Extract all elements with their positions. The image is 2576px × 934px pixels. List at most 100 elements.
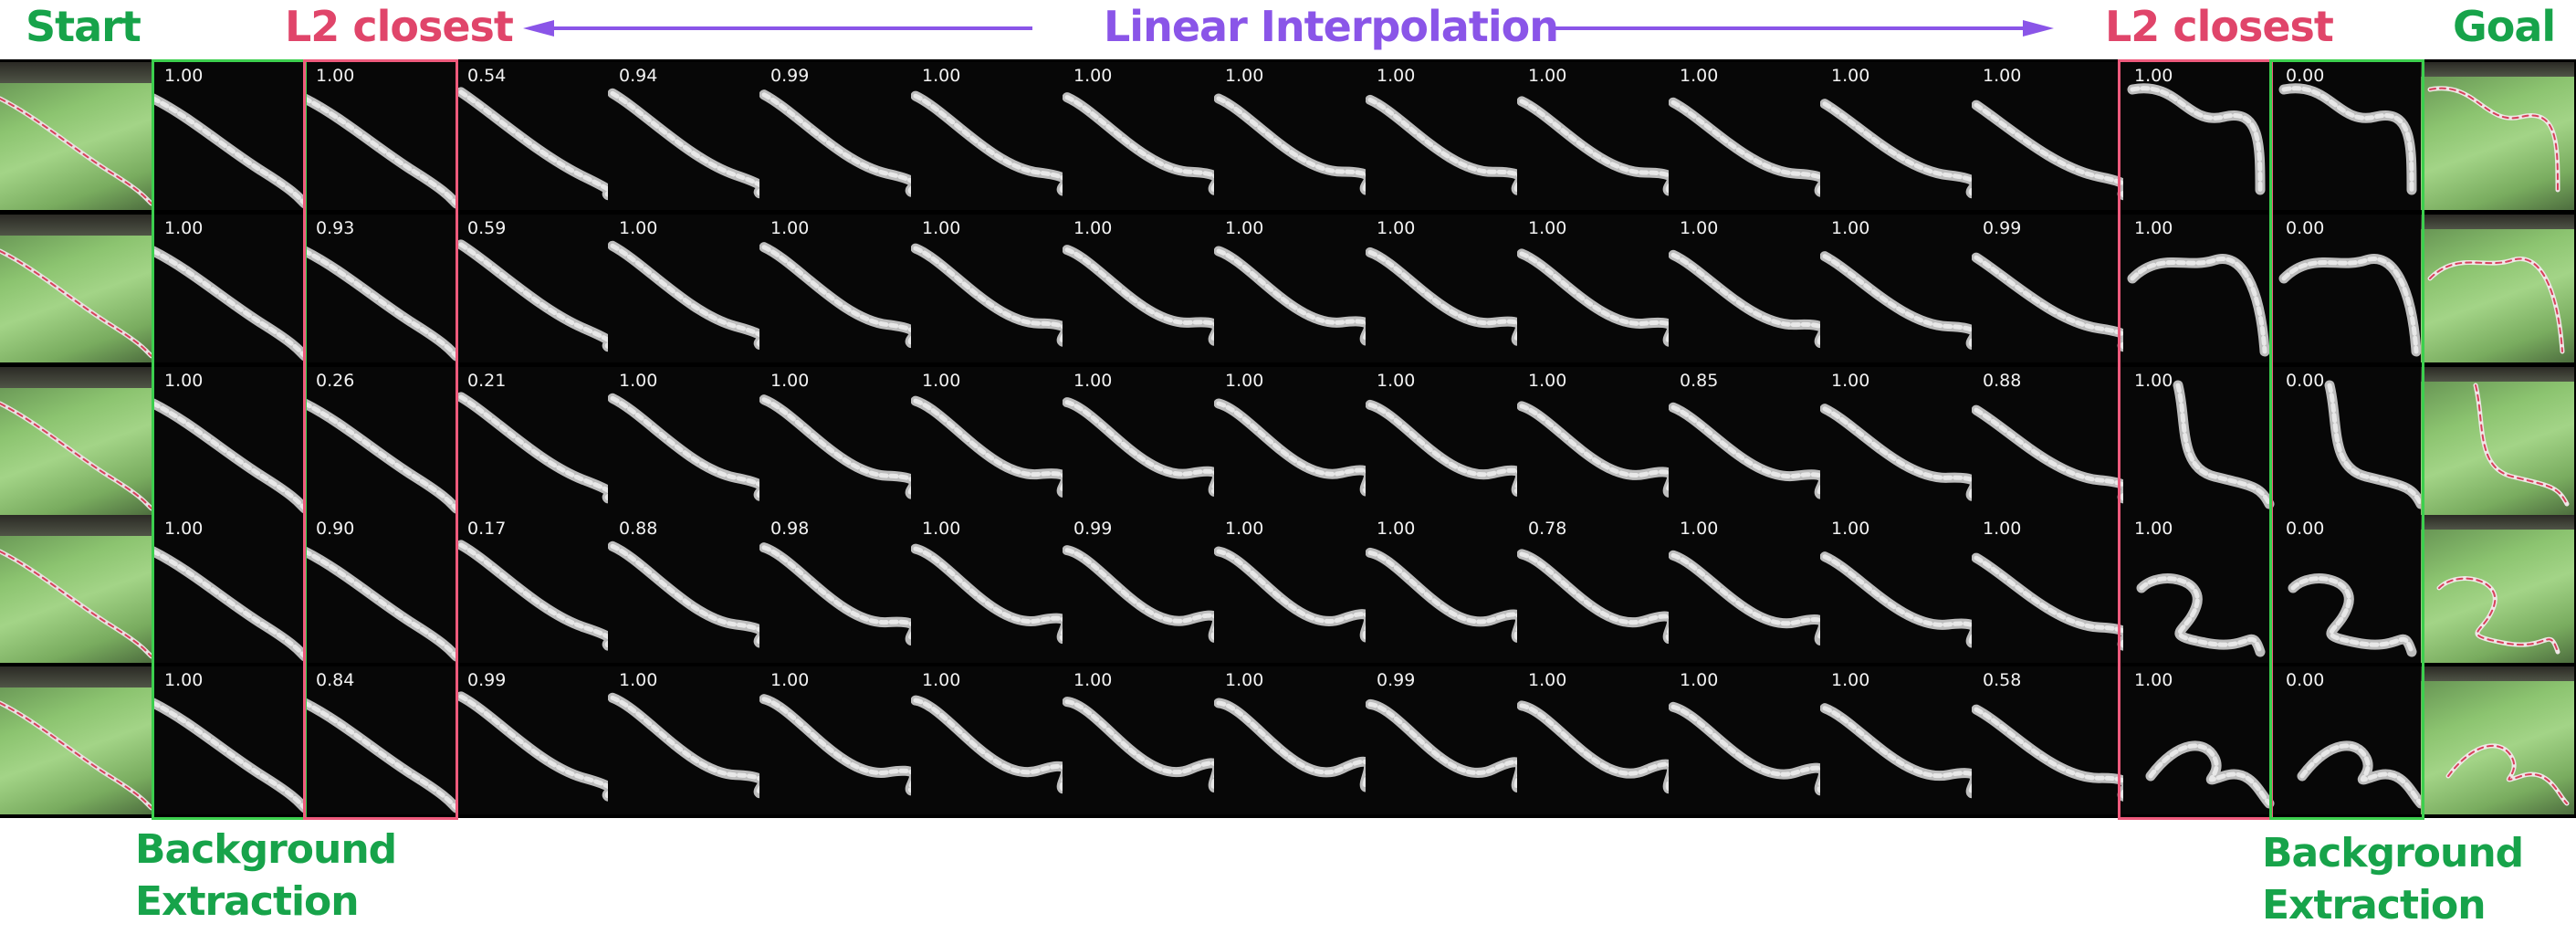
interpolation-cell: 1.00: [1517, 215, 1669, 362]
interpolation-cell: 1.00: [1063, 215, 1214, 362]
score-label: 1.00: [1831, 218, 1870, 238]
score-label: 1.00: [2134, 218, 2173, 238]
rope-shape: [0, 549, 153, 659]
score-label: 1.00: [1680, 66, 1719, 86]
rope-shape: [2278, 83, 2417, 195]
interpolation-cell: 1.00: [759, 367, 911, 515]
score-label: 0.90: [316, 519, 355, 539]
interpolation-cell: 0.99: [456, 666, 608, 814]
start-photo-column: [0, 59, 153, 818]
score-label: 1.00: [1073, 66, 1113, 86]
score-label: 0.00: [2286, 218, 2325, 238]
interpolation-cell: 1.00: [1214, 515, 1366, 663]
interpolation-cell: 1.00: [153, 62, 305, 210]
score-label: 0.58: [1983, 670, 2022, 690]
goal-photo: [2421, 515, 2574, 663]
interpolation-cell: 1.00: [1517, 367, 1669, 515]
score-label: 1.00: [619, 371, 658, 391]
score-label: 1.00: [2134, 519, 2173, 539]
interpolation-cell: 1.00: [2123, 367, 2275, 515]
score-label: 1.00: [164, 670, 204, 690]
score-label: 0.84: [316, 670, 355, 690]
score-label: 1.00: [770, 371, 810, 391]
interpolation-cell: 1.00: [1366, 62, 1517, 210]
interpolation-cell: 0.21: [456, 367, 608, 515]
interpolation-cell: 0.00: [2275, 62, 2426, 210]
interpolation-cell: 0.26: [305, 367, 456, 515]
score-label: 0.85: [1680, 371, 1719, 391]
interpolation-cell: 1.00: [1820, 215, 1972, 362]
score-label: 1.00: [922, 218, 961, 238]
score-label: 0.98: [770, 519, 810, 539]
start-label: Start: [26, 2, 141, 51]
image-grid: 1.00 1.00 0.54 0.94 0.99 1.00 1.00 1.00 1.00 1.00…: [0, 59, 2576, 820]
arrow-right-icon: [1552, 20, 2054, 37]
score-label: 1.00: [1377, 519, 1416, 539]
goal-label: Goal: [2453, 2, 2556, 51]
score-label: 0.99: [467, 670, 507, 690]
interpolation-cell: 0.99: [1063, 515, 1214, 663]
arrow-left-icon: [523, 20, 1032, 37]
interpolation-cell: 0.54: [456, 62, 608, 210]
interpolation-cell: 1.00: [1063, 62, 1214, 210]
interpolation-cell: 0.00: [2275, 666, 2426, 814]
background-extraction-left-line2: Extraction: [135, 878, 360, 926]
interpolation-cell: 1.00: [1517, 666, 1669, 814]
score-label: 0.99: [1983, 218, 2022, 238]
interpolation-cell: 1.00: [1214, 666, 1366, 814]
interpolation-cell: 1.00: [1517, 62, 1669, 210]
score-label: 1.00: [1528, 371, 1567, 391]
interpolation-cell: 0.00: [2275, 367, 2426, 515]
interpolation-cell: 1.00: [1972, 62, 2123, 210]
interpolation-cell: 1.00: [1366, 215, 1517, 362]
score-label: 1.00: [1680, 519, 1719, 539]
goal-photo: [2421, 215, 2574, 362]
interpolation-cell: 1.00: [911, 215, 1063, 362]
score-label: 1.00: [1377, 218, 1416, 238]
interpolation-cell: 0.90: [305, 515, 456, 663]
interpolation-cell: 1.00: [759, 666, 911, 814]
interpolation-cell: 1.00: [1366, 367, 1517, 515]
score-label: 1.00: [2134, 66, 2173, 86]
score-label: 1.00: [1377, 66, 1416, 86]
rope-shape: [2445, 743, 2570, 806]
interpolation-cell: 1.00: [1669, 215, 1820, 362]
interpolation-cell: 1.00: [608, 666, 759, 814]
start-photo: [0, 666, 153, 814]
score-label: 0.88: [1983, 371, 2022, 391]
start-photo: [0, 515, 153, 663]
interpolation-cell: 1.00: [1063, 367, 1214, 515]
score-label: 1.00: [2134, 371, 2173, 391]
rope-shape: [0, 401, 153, 511]
score-label: 1.00: [1983, 66, 2022, 86]
interpolation-cell: 1.00: [1366, 515, 1517, 663]
goal-photo: [2421, 62, 2574, 210]
score-label: 1.00: [1528, 670, 1567, 690]
interpolation-cell: 1.00: [153, 367, 305, 515]
score-label: 1.00: [1831, 670, 1870, 690]
score-label: 0.00: [2286, 519, 2325, 539]
interpolation-cell: 0.88: [608, 515, 759, 663]
background-extraction-left-caption: Background Extraction: [135, 824, 397, 928]
interpolation-cell: 1.00: [2123, 515, 2275, 663]
interpolation-cell: 1.00: [1669, 666, 1820, 814]
rope-shape: [0, 248, 153, 359]
score-label: 0.21: [467, 371, 507, 391]
score-label: 1.00: [1528, 66, 1567, 86]
background-extraction-right-caption: Background Extraction: [2262, 827, 2524, 931]
score-label: 1.00: [1528, 218, 1567, 238]
interpolation-cell: 0.99: [1366, 666, 1517, 814]
interpolation-cell: 1.00: [1820, 666, 1972, 814]
interpolation-cell: 1.00: [1063, 666, 1214, 814]
score-label: 1.00: [164, 519, 204, 539]
background-extraction-right-line2: Extraction: [2262, 882, 2487, 929]
interpolation-cell: 1.00: [608, 215, 759, 362]
score-label: 1.00: [316, 66, 355, 86]
interpolation-cell: 0.94: [608, 62, 759, 210]
score-label: 1.00: [922, 519, 961, 539]
interpolation-cell: 1.00: [2123, 62, 2275, 210]
interpolation-cell: 0.58: [1972, 666, 2123, 814]
score-label: 1.00: [1983, 519, 2022, 539]
score-label: 1.00: [619, 218, 658, 238]
score-label: 0.99: [1073, 519, 1113, 539]
